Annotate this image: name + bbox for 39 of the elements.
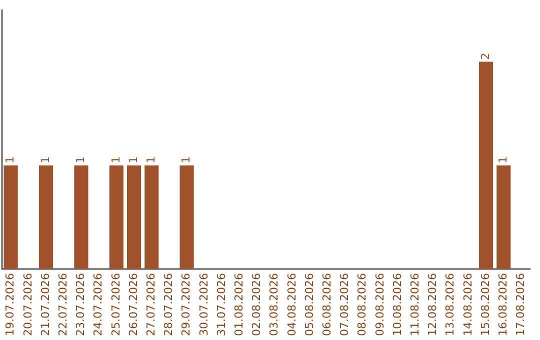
x-tick-label: 26.07.2026 xyxy=(126,273,140,336)
data-label: 1 xyxy=(109,156,122,164)
data-label: 1 xyxy=(126,156,140,164)
x-tick-label: 16.08.2026 xyxy=(496,273,510,336)
x-tick-label: 27.07.2026 xyxy=(144,273,158,336)
x-tick-label: 15.08.2026 xyxy=(478,273,492,336)
x-tick-label: 29.07.2026 xyxy=(180,273,193,336)
x-tick-label: 20.07.2026 xyxy=(21,273,34,336)
x-tick-label: 13.08.2026 xyxy=(444,273,457,336)
x-tick-label: 21.07.2026 xyxy=(38,273,52,336)
x-tick-label: 07.08.2026 xyxy=(338,273,352,336)
x-tick-label: 09.08.2026 xyxy=(373,273,386,336)
data-label: 1 xyxy=(4,156,17,164)
x-tick-label: 23.07.2026 xyxy=(74,273,88,336)
x-tick-label: 11.08.2026 xyxy=(408,273,422,336)
x-tick-label: 12.08.2026 xyxy=(426,273,440,336)
x-tick-label: 04.08.2026 xyxy=(285,273,298,336)
data-label: 1 xyxy=(38,156,52,164)
x-tick-label: 05.08.2026 xyxy=(302,273,316,336)
x-tick-label: 03.08.2026 xyxy=(268,273,281,336)
data-label: 1 xyxy=(496,156,510,164)
x-tick-label: 14.08.2026 xyxy=(461,273,474,336)
x-tick-label: 30.07.2026 xyxy=(197,273,210,336)
x-tick-label: 28.07.2026 xyxy=(162,273,176,336)
data-label: 1 xyxy=(144,156,158,164)
x-tick-label: 02.08.2026 xyxy=(250,273,264,336)
x-tick-label: 17.08.2026 xyxy=(514,273,528,336)
x-tick-label: 31.07.2026 xyxy=(214,273,228,336)
x-tick-label: 06.08.2026 xyxy=(320,273,334,336)
data-label: 2 xyxy=(478,52,492,60)
data-label: 1 xyxy=(74,156,88,164)
x-tick-label: 19.07.2026 xyxy=(4,273,17,336)
x-tick-label: 24.07.2026 xyxy=(92,273,105,336)
x-tick-label: 25.07.2026 xyxy=(109,273,122,336)
x-tick-label: 10.08.2026 xyxy=(390,273,404,336)
data-label: 1 xyxy=(180,156,193,164)
x-tick-label: 01.08.2026 xyxy=(232,273,246,336)
x-tick-label: 08.08.2026 xyxy=(356,273,369,336)
x-tick-label: 22.07.2026 xyxy=(56,273,70,336)
